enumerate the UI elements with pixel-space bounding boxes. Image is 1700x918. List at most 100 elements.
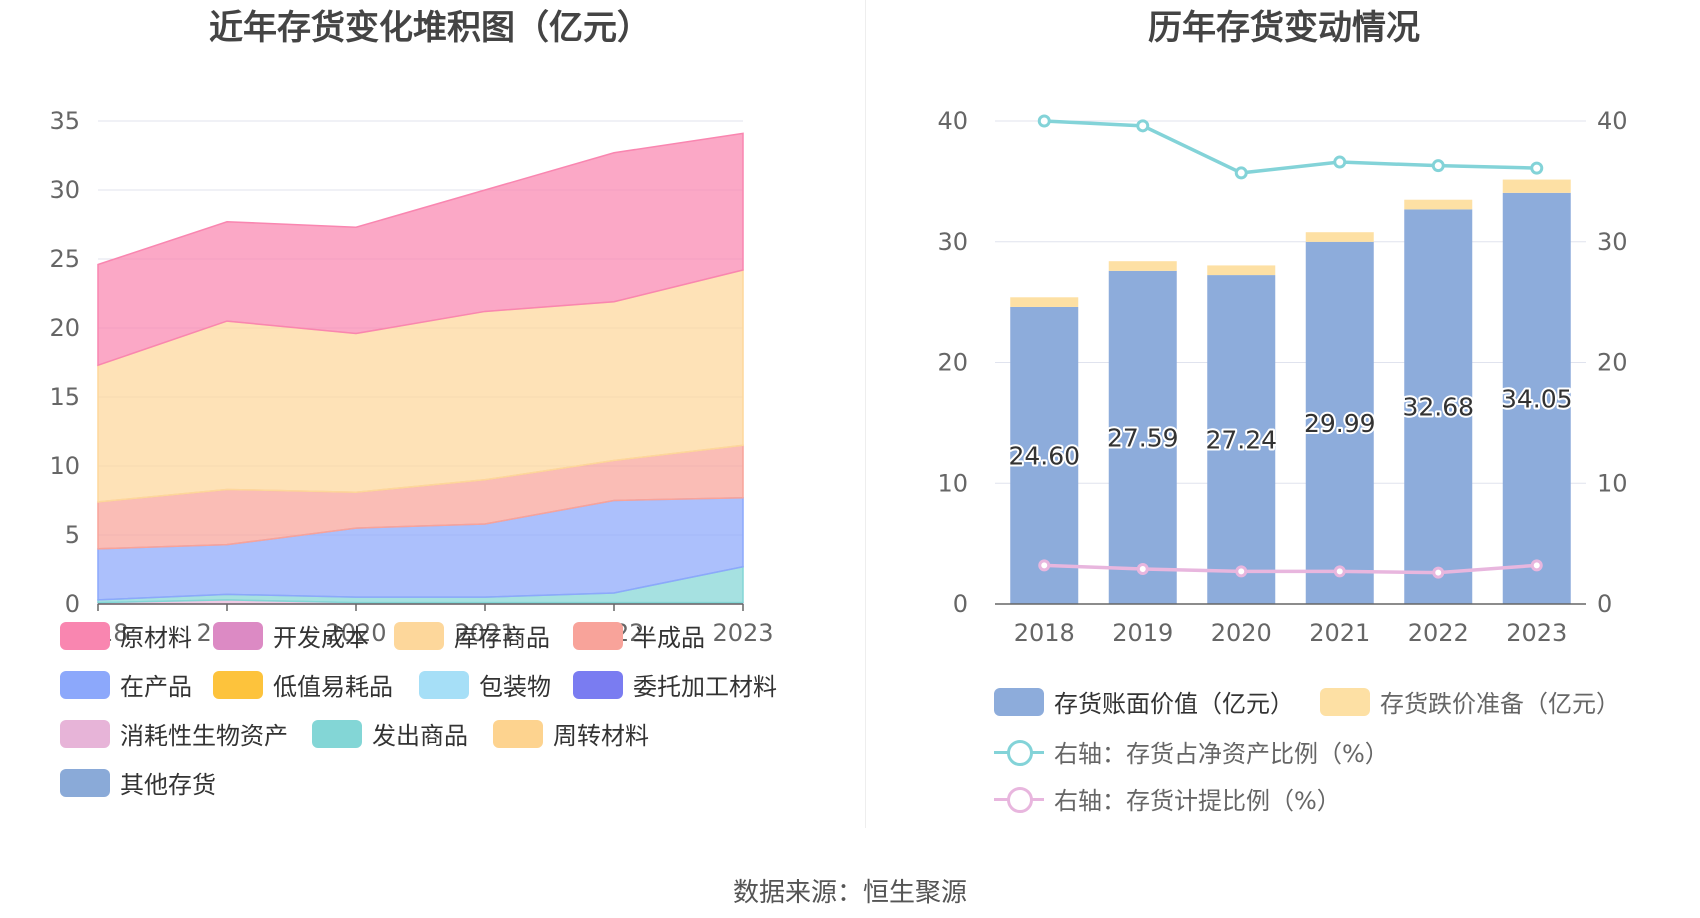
y2-tick-label: 10 [1597, 469, 1628, 497]
legend-label: 委托加工材料 [633, 673, 777, 701]
legend-item[interactable]: 包装物 [419, 667, 551, 702]
bar-data-label: 32.68 [1402, 393, 1474, 422]
bar-book-value [1207, 275, 1276, 604]
legend-item[interactable]: 其他存货 [60, 765, 216, 800]
bar-book-value [1502, 192, 1571, 604]
legend-item[interactable]: 委托加工材料 [573, 667, 777, 702]
y2-tick-label: 40 [1597, 107, 1628, 135]
legend-swatch [60, 670, 110, 699]
legend-swatch [312, 719, 362, 748]
x-tick-label: 2020 [325, 619, 386, 647]
bar-reserve [1207, 265, 1276, 276]
line-point [1431, 159, 1445, 173]
legend-item[interactable]: 周转材料 [493, 716, 649, 751]
line-point [1333, 565, 1346, 578]
panel-divider [865, 0, 866, 828]
legend-item[interactable]: 存货跌价准备（亿元） [1320, 684, 1620, 719]
bar-book-value [1305, 241, 1374, 605]
bar-data-label: 34.05 [1501, 384, 1573, 413]
line-point [1037, 114, 1051, 128]
y2-tick-label: 20 [1597, 349, 1628, 377]
bar-reserve [1305, 232, 1374, 242]
x-tick-label: 2020 [1211, 619, 1272, 647]
y-tick-label: 25 [49, 245, 80, 273]
legend-item[interactable]: 在产品 [60, 667, 192, 702]
legend-item[interactable]: 低值易耗品 [213, 667, 393, 702]
bar-reserve [1010, 297, 1079, 307]
bar-reserve [1502, 179, 1571, 193]
stacked-area-chart: 05101520253035201820192020202120222023 [49, 107, 773, 647]
y-tick-label: 30 [937, 228, 968, 256]
legend-label: 消耗性生物资产 [120, 722, 288, 750]
legend-item[interactable]: 原材料 [60, 618, 192, 653]
bar-book-value [1010, 306, 1079, 604]
legend-item[interactable]: 消耗性生物资产 [60, 716, 288, 751]
x-tick-label: 2023 [1506, 619, 1567, 647]
bar-data-label: 27.59 [1107, 423, 1179, 452]
bar-line-chart: 0 10 20 30 40 0 10 20 30 40 24.60 27.59 27.24 29.99 32… [937, 107, 1628, 647]
legend-item[interactable]: 库存商品 [394, 618, 550, 653]
legend-swatch [493, 719, 543, 748]
legend-label: 发出商品 [372, 722, 468, 750]
x-tick-label: 2019 [1112, 619, 1173, 647]
line-provision-ratio [1044, 563, 1537, 575]
legend-label: 低值易耗品 [273, 673, 393, 701]
left-chart-title: 近年存货变化堆积图（亿元） [209, 8, 651, 48]
y-tick-label: 0 [65, 590, 80, 618]
legend-swatch [60, 719, 110, 748]
x-tick-label: 2021 [1309, 619, 1370, 647]
line-point [1530, 161, 1544, 175]
legend-item[interactable]: 发出商品 [312, 716, 468, 751]
x-tick-label: 2018 [1014, 619, 1075, 647]
legend-label: 包装物 [479, 673, 551, 701]
legend-label: 库存商品 [454, 624, 550, 652]
legend-swatch [1320, 687, 1370, 716]
legend-item[interactable]: 开发成本 [213, 618, 369, 653]
bar-data-label: 24.60 [1008, 441, 1080, 470]
line-point [1136, 562, 1149, 575]
line-point [1234, 166, 1248, 180]
legend-item[interactable]: 右轴：存货计提比例（%） [994, 781, 1341, 816]
legend-swatch [60, 768, 110, 797]
y-tick-label: 10 [49, 452, 80, 480]
legend-label: 其他存货 [120, 771, 216, 799]
legend-label: 原材料 [120, 624, 192, 652]
y2-tick-label: 0 [1597, 590, 1612, 618]
legend-swatch [994, 785, 1044, 813]
line-point [1136, 119, 1150, 133]
legend-label: 存货跌价准备（亿元） [1380, 690, 1620, 718]
data-source-note: 数据来源：恒生聚源 [732, 878, 967, 908]
line-point [1530, 559, 1543, 572]
bar-reserve [1404, 199, 1473, 210]
line-point [1235, 565, 1248, 578]
legend-label: 半成品 [633, 624, 705, 652]
x-tick-label: 2022 [1408, 619, 1469, 647]
legend-label: 开发成本 [273, 624, 369, 652]
y-tick-label: 20 [49, 314, 80, 342]
right-chart-title: 历年存货变动情况 [1148, 8, 1420, 48]
y-tick-label: 0 [953, 590, 968, 618]
bar-book-value [1404, 209, 1473, 604]
line-net-asset-ratio [1044, 119, 1537, 175]
legend-item[interactable]: 右轴：存货占净资产比例（%） [994, 734, 1389, 769]
x-tick-label: 2023 [712, 619, 773, 647]
line-point [1038, 559, 1051, 572]
y-tick-label: 35 [49, 107, 80, 135]
legend-label: 周转材料 [553, 722, 649, 750]
legend-swatch [419, 670, 469, 699]
legend-label: 右轴：存货占净资产比例（%） [1054, 740, 1389, 768]
legend-swatch [213, 670, 263, 699]
legend-swatch [573, 621, 623, 650]
y-tick-label: 15 [49, 383, 80, 411]
bar-data-label: 29.99 [1304, 409, 1376, 438]
legend-item[interactable]: 存货账面价值（亿元） [994, 684, 1294, 719]
y-tick-label: 40 [937, 107, 968, 135]
legend-label: 在产品 [120, 673, 192, 701]
y2-tick-label: 30 [1597, 228, 1628, 256]
legend-swatch [994, 738, 1044, 766]
legend-item[interactable]: 半成品 [573, 618, 705, 653]
bar-book-value [1108, 270, 1177, 604]
area-series [97, 132, 744, 367]
y-tick-label: 5 [65, 521, 80, 549]
legend-label: 右轴：存货计提比例（%） [1054, 787, 1341, 815]
